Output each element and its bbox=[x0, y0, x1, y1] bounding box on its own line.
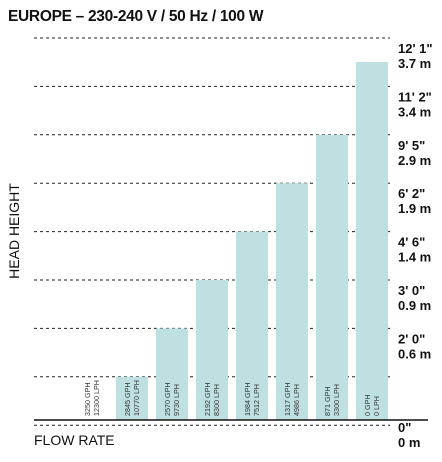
y-tick-label-m: 2.9 m bbox=[398, 153, 431, 168]
bar-label-lph: 3300 LPH bbox=[332, 384, 341, 416]
bar-label-gph: 3250 GPH bbox=[83, 382, 92, 416]
bar bbox=[316, 134, 348, 421]
bar-label-lph: 0 LPH bbox=[372, 396, 381, 416]
y-tick-label-m: 0 m bbox=[398, 435, 420, 450]
y-tick-label-ft: 11' 2" bbox=[398, 89, 432, 104]
bar-label-lph: 4986 LPH bbox=[292, 384, 301, 416]
bar-label-group: 871 GPH 3300 LPH bbox=[323, 384, 341, 416]
y-tick-label-m: 3.4 m bbox=[398, 104, 431, 119]
y-tick-label-ft: 4' 6" bbox=[398, 235, 425, 250]
bar bbox=[356, 62, 388, 420]
y-tick-label-ft: 0" bbox=[398, 420, 411, 435]
bar bbox=[156, 328, 188, 420]
bar bbox=[236, 231, 268, 420]
bar-label-gph: 1317 GPH bbox=[283, 382, 292, 416]
y-tick-label-m: 0.9 m bbox=[398, 298, 431, 313]
bar-label-gph: 2845 GPH bbox=[123, 382, 132, 416]
y-tick-label-ft: 9' 5" bbox=[398, 138, 425, 153]
bar-label-lph: 8300 LPH bbox=[212, 384, 221, 416]
bar bbox=[116, 376, 148, 420]
bar-label-group: 3250 GPH 12300 LPH bbox=[83, 380, 101, 416]
bar-label-gph: 0 GPH bbox=[363, 394, 372, 416]
bar bbox=[276, 183, 308, 420]
bar-label-group: 1317 GPH 4986 LPH bbox=[283, 382, 301, 416]
bar-label-lph: 12300 LPH bbox=[92, 380, 101, 416]
bars-layer: 3250 GPH 12300 LPH 2845 GPH 10770 LPH 2570 G… bbox=[83, 62, 388, 421]
bar-label-gph: 1984 GPH bbox=[243, 382, 252, 416]
bar-label-group: 2570 GPH 9730 LPH bbox=[163, 382, 181, 416]
bar bbox=[196, 280, 228, 420]
bar-label-group: 1984 GPH 7512 LPH bbox=[243, 382, 261, 416]
y-tick-label-ft: 2' 0" bbox=[398, 331, 425, 346]
y-tick-label-ft: 12' 1" bbox=[398, 41, 433, 56]
y-tick-label-m: 1.4 m bbox=[398, 250, 431, 265]
bar-label-lph: 10770 LPH bbox=[132, 380, 141, 416]
bar-label-group: 2192 GPH 8300 LPH bbox=[203, 382, 221, 416]
bar-label-gph: 2192 GPH bbox=[203, 382, 212, 416]
y-tick-label-ft: 3' 0" bbox=[398, 283, 425, 298]
y-tick-label-m: 3.7 m bbox=[398, 56, 431, 71]
bar-label-gph: 2570 GPH bbox=[163, 382, 172, 416]
y-tick-label-ft: 6' 2" bbox=[398, 186, 425, 201]
x-axis-title: FLOW RATE bbox=[34, 432, 115, 448]
bar-label-group: 0 GPH 0 LPH bbox=[363, 394, 381, 416]
bar-label-group: 2845 GPH 10770 LPH bbox=[123, 380, 141, 416]
y-axis-title: HEAD HEIGHT bbox=[6, 183, 22, 279]
y-tick-labels: 0"0 m 2' 0"0.6 m 3' 0"0.9 m 4' 6"1.4 m 6' 2"… bbox=[398, 41, 433, 450]
y-tick-label-m: 1.9 m bbox=[398, 201, 431, 216]
bar-label-lph: 7512 LPH bbox=[252, 384, 261, 416]
bar-label-gph: 871 GPH bbox=[323, 386, 332, 416]
bar-label-lph: 9730 LPH bbox=[172, 384, 181, 416]
chart-title: EUROPE – 230-240 V / 50 Hz / 100 W bbox=[8, 8, 264, 25]
y-tick-label-m: 0.6 m bbox=[398, 346, 431, 361]
